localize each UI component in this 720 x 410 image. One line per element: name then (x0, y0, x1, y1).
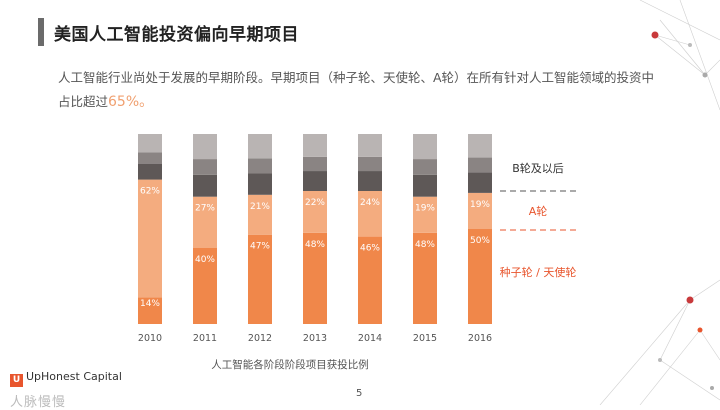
bar-a-2011 (193, 196, 217, 248)
tick-label-2015: 2015 (413, 333, 437, 344)
label-a-2015: 19% (415, 204, 435, 214)
bar-a-2010 (138, 179, 162, 298)
label-a-2013: 22% (305, 198, 325, 208)
page-title: 美国人工智能投资偏向早期项目 (54, 25, 299, 45)
label-seed-2013: 48% (305, 240, 325, 250)
bar-later-2011-2 (193, 159, 217, 175)
bar-later-2013-2 (303, 156, 327, 172)
label-a-2010: 62% (140, 187, 160, 197)
label-seed-2012: 47% (250, 242, 270, 252)
bar-a-2014 (358, 191, 382, 237)
bar-a-2016 (468, 192, 492, 229)
watermark: 人脉慢慢 (10, 395, 67, 410)
bar-a-2013 (303, 191, 327, 233)
bar-later-2013-3 (303, 134, 327, 157)
bar-later-2015-2 (413, 159, 437, 175)
legend-seed: 种子轮 / 天使轮 (500, 265, 577, 279)
bar-a-2012 (248, 194, 272, 235)
bar-later-2010-2 (138, 152, 162, 164)
bar-seed-2015 (413, 232, 437, 324)
label-a-2014: 24% (360, 198, 380, 208)
bar-seed-2011 (193, 248, 217, 324)
chart-title: 人工智能各阶段阶段项目获投比例 (211, 359, 369, 371)
tick-label-2011: 2011 (193, 333, 217, 344)
description-text: 人工智能行业尚处于发展的早期阶段。早期项目（种子轮、天使轮、A轮）在所有针对人工… (58, 70, 655, 109)
bar-seed-2014 (358, 236, 382, 324)
bar-a-2015 (413, 196, 437, 233)
label-a-2011: 27% (195, 204, 215, 214)
label-seed-2014: 46% (360, 244, 380, 254)
bar-later-2010-1 (138, 163, 162, 180)
bar-later-2016-3 (468, 134, 492, 158)
description-highlight: 65%。 (108, 94, 154, 110)
logo: U UpHonest Capital 人脉慢慢 (10, 370, 122, 410)
logo-mark: U (10, 374, 23, 387)
tick-label-2010: 2010 (138, 333, 162, 344)
label-a-2012: 21% (250, 202, 270, 212)
title-accent-bar (38, 18, 44, 46)
bar-later-2016-2 (468, 157, 492, 173)
bar-later-2012-3 (248, 134, 272, 159)
legend-a: A轮 (529, 204, 548, 218)
bar-later-2012-1 (248, 173, 272, 195)
bar-later-2015-1 (413, 174, 437, 197)
label-seed-2016: 50% (470, 236, 490, 246)
bar-seed-2013 (303, 232, 327, 324)
bar-seed-2012 (248, 234, 272, 324)
label-seed-2011: 40% (195, 255, 215, 265)
bar-later-2011-1 (193, 174, 217, 197)
bar-later-2012-2 (248, 158, 272, 174)
description: 人工智能行业尚处于发展的早期阶段。早期项目（种子轮、天使轮、A轮）在所有针对人工… (58, 66, 658, 114)
label-a-2016: 19% (470, 200, 490, 210)
label-seed-2015: 48% (415, 240, 435, 250)
bar-later-2014-1 (358, 171, 382, 191)
logo-text: UpHonest Capital (26, 370, 122, 383)
tick-label-2013: 2013 (303, 333, 327, 344)
label-seed-2010: 14% (140, 299, 160, 309)
tick-label-2016: 2016 (468, 333, 492, 344)
tick-label-2012: 2012 (248, 333, 272, 344)
bar-later-2015-3 (413, 134, 437, 160)
bar-later-2014-3 (358, 134, 382, 157)
tick-label-2014: 2014 (358, 333, 382, 344)
bar-later-2011-3 (193, 134, 217, 160)
bar-seed-2016 (468, 229, 492, 324)
bar-later-2010-3 (138, 134, 162, 153)
bar-later-2016-1 (468, 172, 492, 193)
legend-later: B轮及以后 (512, 161, 564, 175)
bar-seed-2010 (138, 297, 162, 324)
bar-later-2014-2 (358, 156, 382, 172)
bar-later-2013-1 (303, 171, 327, 191)
page-number: 5 (356, 388, 363, 399)
